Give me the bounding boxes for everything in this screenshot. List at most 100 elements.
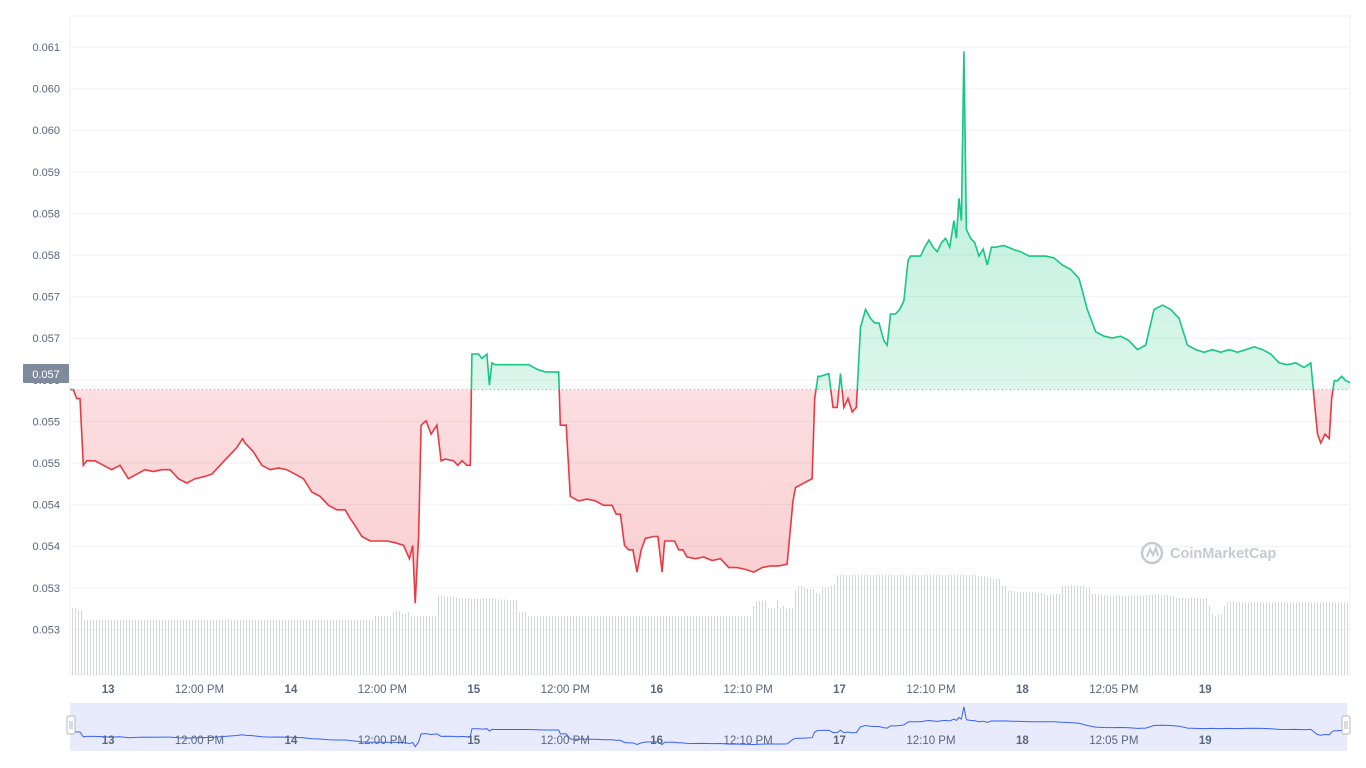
volume-bar (135, 620, 136, 675)
volume-bar (633, 616, 634, 675)
volume-bar (693, 616, 694, 675)
volume-bar (1134, 595, 1135, 675)
navigator-tick-label: 17 (833, 735, 846, 747)
volume-bar (483, 598, 484, 675)
volume-bar (921, 575, 922, 675)
volume-bar (573, 616, 574, 675)
volume-bar (204, 620, 205, 675)
volume-bar (849, 575, 850, 675)
volume-bar (456, 598, 457, 675)
x-tick-label: 15 (467, 684, 480, 696)
volume-bar (900, 575, 901, 675)
volume-bar (1143, 595, 1144, 675)
volume-bar (1341, 602, 1342, 675)
volume-bar (1170, 596, 1171, 675)
volume-bar (1251, 602, 1252, 675)
volume-bar (1248, 602, 1249, 675)
volume-bar (1176, 598, 1177, 675)
navigator-tick-label: 13 (102, 735, 115, 747)
volume-bar (972, 575, 973, 675)
volume-bar (687, 616, 688, 675)
volume-bar (486, 598, 487, 675)
volume-bar (513, 600, 514, 675)
volume-bar (417, 616, 418, 675)
navigator-window[interactable] (70, 703, 1347, 751)
volume-bar (624, 616, 625, 675)
volume-bar (1323, 602, 1324, 675)
volume-bar (180, 620, 181, 675)
volume-bar (501, 599, 502, 675)
volume-bar (102, 620, 103, 675)
volume-bar (81, 610, 82, 675)
volume-bar (966, 575, 967, 675)
volume-bar (1005, 586, 1006, 675)
volume-bar (228, 619, 229, 675)
volume-bar (261, 620, 262, 675)
volume-bar (903, 575, 904, 675)
navigator-right-handle[interactable] (1341, 715, 1351, 735)
y-tick-label: 0.058 (32, 208, 60, 220)
volume-bar (774, 608, 775, 675)
navigator-tick-label: 19 (1199, 735, 1212, 747)
volume-bar (897, 575, 898, 675)
volume-bar (1020, 592, 1021, 675)
volume-bar (489, 598, 490, 675)
volume-bar (1257, 602, 1258, 675)
volume-bar (1056, 594, 1057, 675)
x-tick-label: 12:00 PM (358, 684, 407, 696)
navigator-tick-label: 12:00 PM (175, 735, 224, 747)
volume-bar (1245, 602, 1246, 675)
volume-bar (570, 616, 571, 675)
volume-bar (873, 575, 874, 675)
x-tick-label: 14 (285, 684, 298, 696)
volume-bar (564, 616, 565, 675)
volume-bar (1326, 602, 1327, 675)
volume-bar (1092, 594, 1093, 675)
volume-bar (279, 620, 280, 675)
navigator-x-axis: 13 12:00 PM 14 12:00 PM 15 12:00 PM 16 12:10 PM… (102, 735, 1212, 747)
volume-bar (453, 596, 454, 675)
volume-bar (1095, 594, 1096, 675)
volume-bar (1047, 595, 1048, 675)
volume-bar (1308, 602, 1309, 675)
volume-bar (594, 616, 595, 675)
volume-bar (354, 620, 355, 675)
y-tick-label: 0.055 (32, 416, 60, 428)
volume-bar (789, 608, 790, 675)
volume-bar (450, 597, 451, 675)
volume-bar (987, 577, 988, 675)
volume-bar (222, 620, 223, 675)
volume-bar (1125, 595, 1126, 675)
volume-bar (273, 620, 274, 675)
volume-bar (492, 598, 493, 675)
volume-bar (1215, 616, 1216, 675)
volume-bar (876, 575, 877, 675)
volume-bar (498, 599, 499, 675)
volume-bar (426, 616, 427, 675)
volume-bar (906, 575, 907, 675)
volume-bar (783, 606, 784, 675)
volume-bar (309, 620, 310, 675)
navigator-left-handle[interactable] (66, 715, 76, 735)
volume-bar (729, 616, 730, 675)
volume-bar (396, 611, 397, 675)
volume-bar (303, 620, 304, 675)
volume-bar (945, 575, 946, 675)
volume-bar (981, 576, 982, 675)
x-tick-label: 13 (102, 684, 115, 696)
volume-bar (381, 616, 382, 675)
volume-bar (1263, 602, 1264, 675)
volume-bar (603, 616, 604, 675)
volume-bar (360, 620, 361, 675)
volume-bar (1266, 602, 1267, 675)
volume-bar (609, 616, 610, 675)
volume-bar (366, 620, 367, 675)
volume-bar (1275, 602, 1276, 675)
volume-bar (390, 616, 391, 675)
volume-bar (717, 616, 718, 675)
volume-bar (831, 586, 832, 675)
volume-bar (144, 620, 145, 675)
navigator[interactable]: 13 12:00 PM 14 12:00 PM 15 12:00 PM 16 12:10 PM… (66, 703, 1351, 751)
volume-bar (1122, 595, 1123, 675)
